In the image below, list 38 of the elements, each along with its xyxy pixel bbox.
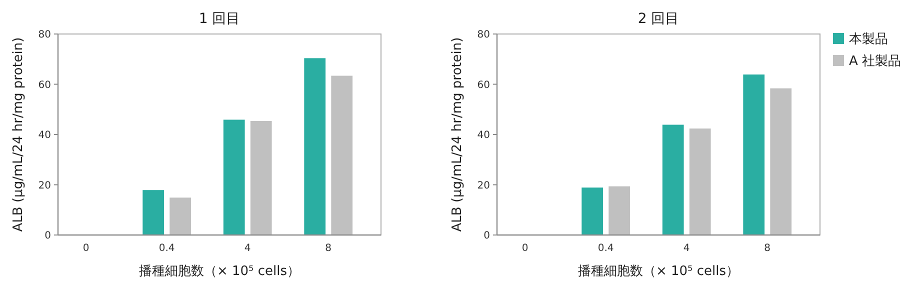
chart-title: 2 回目	[638, 11, 680, 27]
x-tick-label: 4	[244, 243, 251, 254]
bar	[770, 88, 792, 236]
bar	[250, 120, 272, 236]
bar	[581, 186, 604, 236]
bar	[662, 124, 684, 236]
y-tick-label: 80	[477, 30, 490, 40]
y-tick-label: 60	[38, 80, 51, 91]
y-tick-label: 40	[477, 130, 490, 141]
x-tick-label: 4	[683, 243, 690, 254]
y-tick-label: 0	[44, 230, 51, 242]
bar	[608, 186, 631, 236]
chart-title: 1 回目	[198, 11, 240, 27]
x-tick-label: 0.4	[598, 243, 614, 254]
x-tick-label: 0	[82, 243, 90, 254]
x-axis-title: 播種細胞数（× 10⁵ cells）	[578, 264, 740, 279]
x-tick-label: 0.4	[158, 243, 175, 254]
bar	[222, 119, 246, 236]
y-axis-title: ALB (μg/mL/24 hr/mg protein)	[450, 37, 465, 232]
y-axis-title: ALB (μg/mL/24 hr/mg protein)	[11, 37, 26, 232]
y-tick-label: 60	[477, 80, 490, 91]
bar	[142, 189, 165, 236]
legend-label: 本製品	[849, 32, 888, 47]
bar	[742, 74, 766, 236]
bar	[304, 58, 326, 236]
x-tick-label: 8	[764, 243, 771, 254]
bar	[330, 75, 354, 236]
y-tick-label: 20	[477, 180, 490, 192]
x-tick-label: 0	[522, 243, 528, 254]
y-tick-label: 40	[38, 130, 51, 141]
y-tick-label: 80	[38, 30, 51, 40]
y-tick-label: 0	[484, 230, 490, 242]
bar	[169, 197, 192, 236]
y-tick-label: 20	[38, 180, 51, 192]
x-tick-label: 8	[325, 243, 332, 254]
x-axis-title: 播種細胞数（× 10⁵ cells）	[138, 264, 300, 279]
bar	[688, 128, 712, 236]
legend-label: A 社製品	[849, 54, 902, 69]
